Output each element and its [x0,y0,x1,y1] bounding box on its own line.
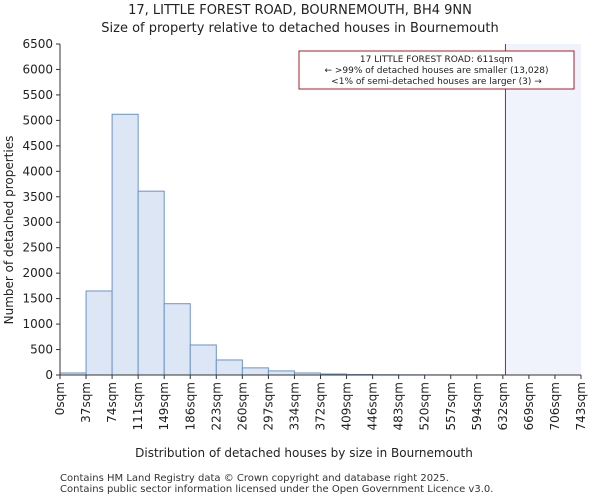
x-tick-label: 483sqm [392,382,406,430]
x-tick-label: 520sqm [418,382,432,430]
x-tick-label: 223sqm [209,382,223,430]
footer-copyright: Contains HM Land Registry data © Crown c… [60,473,449,484]
x-tick-label: 297sqm [261,382,275,430]
x-tick-label: 446sqm [366,382,380,430]
x-tick-label: 594sqm [470,382,484,430]
y-tick-label: 6500 [22,37,53,51]
footer-licence: Contains public sector information licen… [60,484,494,495]
annotation-line1: 17 LITTLE FOREST ROAD: 611sqm [360,55,513,65]
y-tick-label: 3000 [22,215,53,229]
x-tick-label: 743sqm [574,382,588,430]
x-tick-label: 372sqm [314,382,328,430]
plot-area: 0 500 1000 1500 2000 2500 3000 3500 4000 4500 5000… [22,37,588,430]
histogram-bar [137,190,165,376]
x-tick-label: 111sqm [131,382,145,430]
histogram-chart: 17, LITTLE FOREST ROAD, BOURNEMOUTH, BH4… [2,3,588,460]
y-tick-label: 4500 [22,139,53,153]
histogram-bar [189,344,217,376]
x-axis-label: Distribution of detached houses by size … [135,446,473,460]
x-tick-label: 334sqm [287,382,301,430]
histogram-bar [241,367,269,376]
y-tick-label: 2500 [22,241,53,255]
y-tick-label: 5500 [22,88,53,102]
histogram-bar [163,303,191,376]
x-tick-label: 409sqm [340,382,354,430]
x-tick-label: 669sqm [522,382,536,430]
y-axis-label: Number of detached properties [2,136,16,325]
y-tick-label: 1000 [22,317,53,331]
histogram-bar [215,359,243,376]
x-tick-label: 149sqm [157,382,171,430]
y-tick-label: 5000 [22,113,53,127]
y-tick-label: 2000 [22,266,53,280]
y-tick-label: 0 [45,368,53,382]
annotation-box [298,50,575,90]
histogram-bar [267,370,295,376]
annotation-line3: <1% of semi-detached houses are larger (… [331,77,542,87]
highlight-region [505,44,581,375]
x-tick-label: 557sqm [444,382,458,430]
annotation-line2: ← >99% of detached houses are smaller (1… [324,66,548,76]
x-tick-label: 632sqm [496,382,510,430]
x-tick-label: 186sqm [183,382,197,430]
x-tick-label: 74sqm [105,382,119,423]
x-tick-label: 260sqm [235,382,249,430]
y-tick-label: 3500 [22,190,53,204]
chart-title: 17, LITTLE FOREST ROAD, BOURNEMOUTH, BH4… [128,3,472,18]
y-tick-label: 1500 [22,292,53,306]
histogram-bar [111,113,139,376]
x-tick-label: 0sqm [53,382,67,415]
chart-subtitle: Size of property relative to detached ho… [101,21,498,36]
x-tick-label: 706sqm [548,382,562,430]
y-tick-label: 500 [30,343,53,357]
x-tick-label: 37sqm [79,382,93,423]
y-tick-label: 4000 [22,164,53,178]
histogram-bar [85,290,113,376]
y-tick-label: 6000 [22,62,53,76]
